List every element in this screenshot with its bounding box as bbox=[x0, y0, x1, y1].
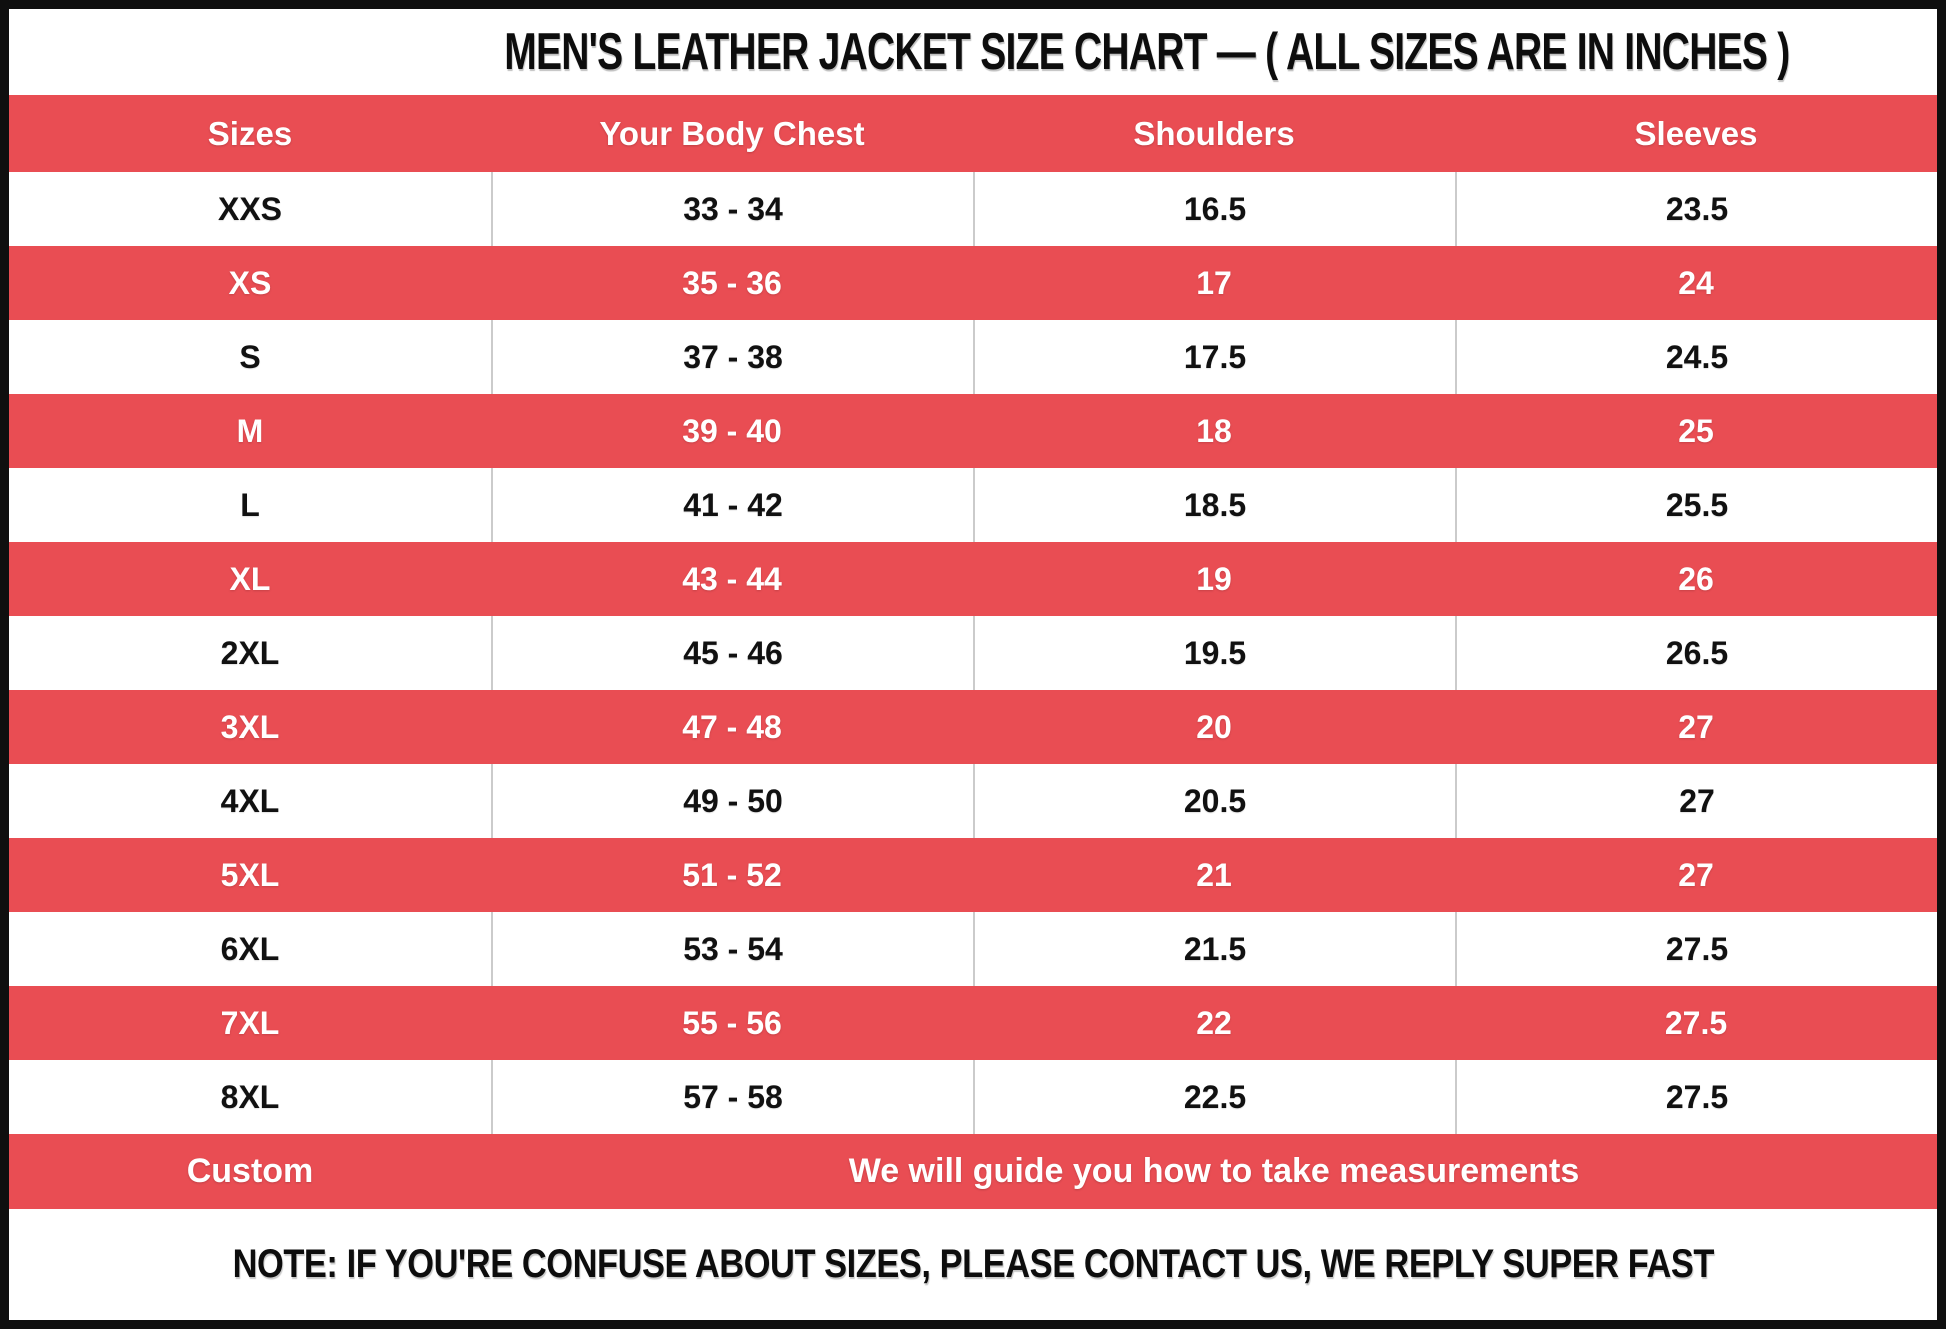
chest-cell: 57 - 58 bbox=[491, 1060, 973, 1134]
custom-size-label: Custom bbox=[186, 1152, 314, 1190]
sleeves-cell: 27 bbox=[1455, 764, 1937, 838]
chest-cell: 37 - 38 bbox=[491, 320, 973, 394]
shoulders-cell: 16.5 bbox=[973, 172, 1455, 246]
sleeves-cell: 27 bbox=[1678, 856, 1714, 893]
sleeves-cell: 27 bbox=[1678, 708, 1714, 745]
column-header-sizes: Sizes bbox=[207, 114, 293, 152]
shoulders-cell: 19 bbox=[1196, 560, 1232, 597]
custom-size-message: We will guide you how to take measuremen… bbox=[848, 1152, 1580, 1190]
column-header-chest: Your Body Chest bbox=[599, 114, 865, 152]
sleeves-cell: 25.5 bbox=[1455, 468, 1937, 542]
sleeves-cell: 27.5 bbox=[1455, 1060, 1937, 1134]
size-cell: 2XL bbox=[220, 634, 280, 671]
chest-cell: 45 - 46 bbox=[491, 616, 973, 690]
shoulders-cell: 17 bbox=[1196, 264, 1232, 301]
chest-cell: 43 - 44 bbox=[682, 560, 782, 597]
table-row: XS 35 - 36 17 24 bbox=[9, 246, 1937, 320]
table-row: M 39 - 40 18 25 bbox=[9, 394, 1937, 468]
size-cell: 4XL bbox=[220, 782, 280, 819]
chest-cell: 53 - 54 bbox=[491, 912, 973, 986]
chest-cell: 47 - 48 bbox=[682, 708, 782, 745]
shoulders-cell: 22.5 bbox=[973, 1060, 1455, 1134]
shoulders-cell: 18 bbox=[1196, 412, 1232, 449]
size-cell: 6XL bbox=[220, 930, 280, 967]
chest-cell: 33 - 34 bbox=[491, 172, 973, 246]
table-row: 8XL 57 - 58 22.5 27.5 bbox=[9, 1060, 1937, 1134]
custom-size-row: Custom We will guide you how to take mea… bbox=[9, 1134, 1937, 1209]
shoulders-cell: 19.5 bbox=[973, 616, 1455, 690]
size-cell: S bbox=[239, 338, 261, 375]
table-row: XL 43 - 44 19 26 bbox=[9, 542, 1937, 616]
sleeves-cell: 27.5 bbox=[1455, 912, 1937, 986]
sleeves-cell: 26.5 bbox=[1455, 616, 1937, 690]
chest-cell: 55 - 56 bbox=[682, 1004, 782, 1041]
table-row: 3XL 47 - 48 20 27 bbox=[9, 690, 1937, 764]
page-title: MEN'S LEATHER JACKET SIZE CHART — ( ALL … bbox=[504, 23, 1790, 81]
sleeves-cell: 26 bbox=[1678, 560, 1714, 597]
sleeves-cell: 25 bbox=[1678, 412, 1714, 449]
title-bar: MEN'S LEATHER JACKET SIZE CHART — ( ALL … bbox=[9, 9, 1937, 95]
note-area: NOTE: IF YOU'RE CONFUSE ABOUT SIZES, PLE… bbox=[9, 1209, 1937, 1320]
table-row: S 37 - 38 17.5 24.5 bbox=[9, 320, 1937, 394]
size-cell: 3XL bbox=[220, 708, 280, 745]
shoulders-cell: 17.5 bbox=[973, 320, 1455, 394]
sleeves-cell: 23.5 bbox=[1455, 172, 1937, 246]
chest-cell: 51 - 52 bbox=[682, 856, 782, 893]
table-row: 2XL 45 - 46 19.5 26.5 bbox=[9, 616, 1937, 690]
sleeves-cell: 27.5 bbox=[1664, 1004, 1728, 1041]
sleeves-cell: 24 bbox=[1678, 264, 1714, 301]
column-header-sleeves: Sleeves bbox=[1634, 114, 1758, 152]
size-cell: 5XL bbox=[220, 856, 280, 893]
size-cell: XS bbox=[228, 264, 272, 301]
shoulders-cell: 21.5 bbox=[973, 912, 1455, 986]
column-header-shoulders: Shoulders bbox=[1133, 114, 1295, 152]
shoulders-cell: 18.5 bbox=[973, 468, 1455, 542]
table-header-row: Sizes Your Body Chest Shoulders Sleeves bbox=[9, 95, 1937, 172]
size-cell: 8XL bbox=[220, 1078, 280, 1115]
table-row: 6XL 53 - 54 21.5 27.5 bbox=[9, 912, 1937, 986]
table-row: 5XL 51 - 52 21 27 bbox=[9, 838, 1937, 912]
table-row: 4XL 49 - 50 20.5 27 bbox=[9, 764, 1937, 838]
table-row: 7XL 55 - 56 22 27.5 bbox=[9, 986, 1937, 1060]
size-cell: XXS bbox=[217, 190, 283, 227]
chest-cell: 49 - 50 bbox=[491, 764, 973, 838]
size-cell: 7XL bbox=[220, 1004, 280, 1041]
shoulders-cell: 20.5 bbox=[973, 764, 1455, 838]
sleeves-cell: 24.5 bbox=[1455, 320, 1937, 394]
size-cell: L bbox=[240, 486, 260, 523]
chest-cell: 35 - 36 bbox=[682, 264, 782, 301]
shoulders-cell: 21 bbox=[1196, 856, 1232, 893]
size-cell: XL bbox=[229, 560, 271, 597]
table-row: XXS 33 - 34 16.5 23.5 bbox=[9, 172, 1937, 246]
size-cell: M bbox=[236, 412, 264, 449]
shoulders-cell: 22 bbox=[1196, 1004, 1232, 1041]
chest-cell: 41 - 42 bbox=[491, 468, 973, 542]
table-row: L 41 - 42 18.5 25.5 bbox=[9, 468, 1937, 542]
size-table: Sizes Your Body Chest Shoulders Sleeves … bbox=[9, 95, 1937, 1209]
note-text: NOTE: IF YOU'RE CONFUSE ABOUT SIZES, PLE… bbox=[232, 1242, 1714, 1286]
shoulders-cell: 20 bbox=[1196, 708, 1232, 745]
chest-cell: 39 - 40 bbox=[682, 412, 782, 449]
